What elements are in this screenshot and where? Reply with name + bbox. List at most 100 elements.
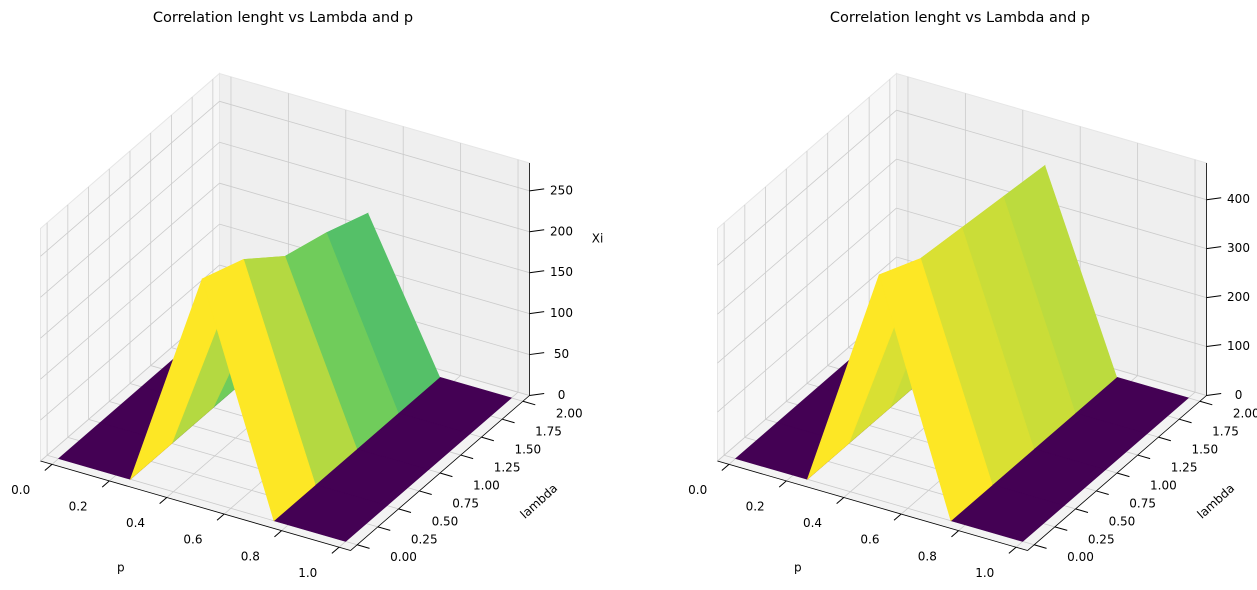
x-tick-label: 0.8 — [918, 549, 937, 563]
x-axis-line — [40, 460, 351, 551]
z-tick-label: 150 — [550, 265, 573, 279]
tick-mark — [274, 530, 282, 538]
y-tick-label: 1.00 — [473, 478, 500, 492]
grid-line — [40, 141, 220, 298]
x-tick-label: 1.0 — [298, 566, 317, 580]
tick-mark — [481, 436, 494, 442]
surface-facet — [201, 259, 316, 522]
x-tick-label: 0.2 — [69, 500, 88, 514]
chart-panel: 0.0 0.2 0.4 0.6 0.8 1.0 0.00 0.25 0.50 0.75 1.00 1.… — [11, 10, 603, 580]
tick-mark — [357, 544, 370, 549]
y-tick-label: 0.75 — [1129, 496, 1156, 510]
z-tick-label: 100 — [1227, 339, 1250, 353]
grid-line — [40, 223, 220, 380]
x-tick-label: 0.4 — [803, 516, 822, 530]
tick-mark — [439, 472, 453, 478]
x-axis-line — [717, 460, 1028, 551]
tick-mark — [1116, 472, 1130, 478]
tick-mark — [951, 530, 959, 538]
tick-mark — [1206, 295, 1222, 299]
chart-title: Correlation lenght vs Lambda and p — [153, 10, 413, 26]
y-tick-label: 1.00 — [1150, 478, 1177, 492]
y-tick-label: 0.00 — [1067, 550, 1094, 564]
y-tick-label: 2.00 — [1233, 407, 1257, 421]
tick-mark — [529, 229, 545, 233]
tick-mark — [1054, 526, 1068, 531]
tick-mark — [44, 463, 53, 471]
x-tick-label: 0.6 — [860, 533, 879, 547]
tick-mark — [836, 497, 845, 505]
x-axis-label: p — [117, 561, 125, 575]
z-tick-label: 50 — [554, 347, 569, 361]
z-tick-label: 0 — [558, 388, 566, 402]
y-tick-label: 1.75 — [535, 425, 562, 439]
z-axis-label: Xi — [592, 232, 604, 246]
y-tick-label: 0.75 — [452, 496, 479, 510]
tick-mark — [331, 546, 340, 554]
grid-line — [717, 109, 897, 266]
tick-mark — [101, 480, 110, 488]
x-tick-label: 0.0 — [688, 483, 707, 497]
tick-mark — [522, 400, 536, 406]
grid-line — [40, 264, 220, 421]
x-tick-label: 0.6 — [183, 533, 202, 547]
tick-mark — [1206, 197, 1222, 201]
x-tick-label: 0.8 — [241, 549, 260, 563]
tick-mark — [1137, 454, 1151, 460]
y-tick-label: 1.50 — [1191, 443, 1218, 457]
chart-panel: 0.0 0.2 0.4 0.6 0.8 1.0 0.00 0.25 0.50 0.75 1.00 1.… — [688, 10, 1257, 580]
y-axis-label: lambda — [1194, 481, 1237, 521]
grid-line — [896, 109, 1207, 201]
x-axis-label: p — [794, 561, 802, 575]
y-axis-label: lambda — [517, 481, 560, 521]
tick-mark — [1199, 400, 1213, 406]
y-axis-line — [350, 395, 530, 551]
tick-mark — [529, 270, 545, 274]
tick-mark — [1034, 544, 1047, 549]
y-tick-label: 2.00 — [556, 407, 583, 421]
grid-line — [219, 141, 530, 233]
grid-line — [717, 207, 897, 364]
tick-mark — [1179, 418, 1192, 424]
z-tick-label: 100 — [550, 306, 573, 320]
tick-mark — [419, 490, 432, 496]
z-tick-label: 0 — [1235, 388, 1243, 402]
x-tick-label: 0.2 — [746, 500, 765, 514]
chart-title: Correlation lenght vs Lambda and p — [830, 10, 1090, 26]
tick-mark — [529, 352, 545, 356]
z-tick-label: 200 — [550, 224, 573, 238]
grid-line — [717, 256, 897, 413]
y-tick-label: 0.25 — [411, 532, 438, 546]
grid-line — [717, 158, 897, 315]
tick-mark — [398, 508, 412, 513]
y-tick-label: 1.25 — [494, 461, 521, 475]
y-tick-label: 0.25 — [1088, 532, 1115, 546]
z-tick-label: 250 — [550, 183, 573, 197]
tick-mark — [529, 188, 545, 192]
tick-mark — [460, 454, 474, 460]
tick-mark — [159, 497, 168, 505]
tick-mark — [502, 418, 515, 424]
tick-mark — [893, 513, 902, 521]
tick-mark — [1008, 546, 1017, 554]
y-axis-line — [1027, 395, 1207, 551]
grid-line — [40, 182, 220, 339]
y-tick-label: 1.25 — [1171, 461, 1198, 475]
tick-mark — [529, 393, 545, 396]
x-tick-label: 0.0 — [11, 483, 30, 497]
tick-mark — [377, 526, 391, 531]
tick-mark — [1158, 436, 1171, 442]
y-tick-label: 0.00 — [390, 550, 417, 564]
tick-mark — [778, 480, 787, 488]
tick-mark — [1206, 246, 1222, 250]
y-tick-label: 0.50 — [1109, 514, 1136, 528]
tick-mark — [529, 311, 545, 315]
y-tick-label: 0.50 — [432, 514, 459, 528]
x-tick-label: 1.0 — [975, 566, 994, 580]
z-tick-label: 200 — [1227, 290, 1250, 304]
y-tick-label: 1.50 — [514, 443, 541, 457]
z-tick-label: 400 — [1227, 192, 1250, 206]
surface-facet — [878, 258, 993, 522]
